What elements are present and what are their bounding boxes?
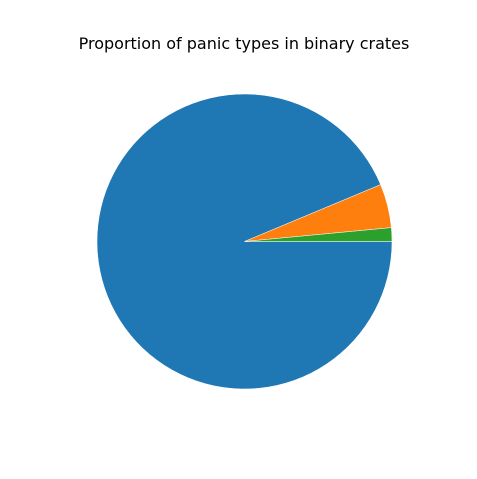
pie-slices (96, 93, 393, 390)
chart-title: Proportion of panic types in binary crat… (79, 34, 410, 53)
pie-slice-3 (244, 227, 393, 242)
